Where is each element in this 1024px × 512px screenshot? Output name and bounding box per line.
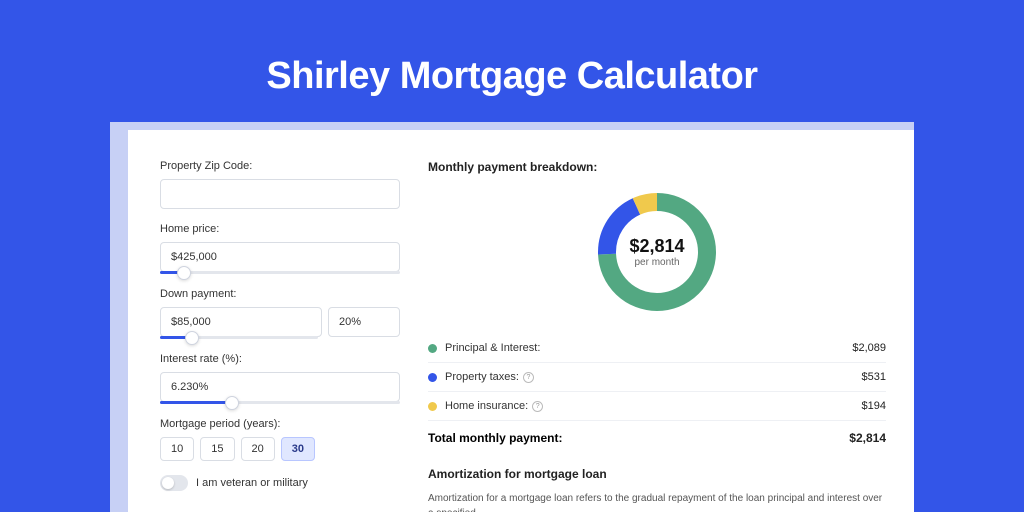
legend-list: Principal & Interest: $2,089 Property taxe… (428, 334, 886, 421)
home-price-slider[interactable] (160, 271, 400, 274)
donut-wrap: $2,814 per month (428, 188, 886, 316)
legend-row: Property taxes:? $531 (428, 363, 886, 392)
interest-label: Interest rate (%): (160, 353, 400, 365)
donut-amount: $2,814 (629, 236, 684, 257)
card-frame: Property Zip Code: Home price: Down paym… (110, 122, 914, 512)
period-option-30[interactable]: 30 (281, 437, 315, 461)
down-payment-amount-input[interactable] (160, 307, 322, 337)
breakdown-panel: Monthly payment breakdown: $2,814 per mo… (428, 160, 886, 512)
legend-label: Property taxes: (445, 371, 519, 383)
donut-sub: per month (634, 257, 679, 268)
zip-label: Property Zip Code: (160, 160, 400, 172)
form-panel: Property Zip Code: Home price: Down paym… (160, 160, 400, 512)
legend-label: Home insurance: (445, 400, 528, 412)
calculator-card: Property Zip Code: Home price: Down paym… (128, 130, 914, 512)
legend-row: Principal & Interest: $2,089 (428, 334, 886, 363)
veteran-toggle-knob (162, 477, 174, 489)
page-title: Shirley Mortgage Calculator (0, 0, 1024, 98)
legend-row: Home insurance:? $194 (428, 392, 886, 421)
legend-dot-icon (428, 373, 437, 382)
interest-input[interactable] (160, 372, 400, 402)
down-payment-label: Down payment: (160, 288, 400, 300)
zip-group: Property Zip Code: (160, 160, 400, 209)
interest-slider[interactable] (160, 401, 400, 404)
veteran-label: I am veteran or military (196, 477, 308, 489)
veteran-row: I am veteran or military (160, 475, 400, 491)
home-price-group: Home price: (160, 223, 400, 274)
interest-group: Interest rate (%): (160, 353, 400, 404)
legend-dot-icon (428, 344, 437, 353)
donut-center: $2,814 per month (593, 188, 721, 316)
down-payment-percent-input[interactable] (328, 307, 400, 337)
total-row: Total monthly payment: $2,814 (428, 421, 886, 459)
period-option-10[interactable]: 10 (160, 437, 194, 461)
home-price-input[interactable] (160, 242, 400, 272)
zip-input[interactable] (160, 179, 400, 209)
info-icon[interactable]: ? (523, 372, 534, 383)
breakdown-title: Monthly payment breakdown: (428, 160, 886, 174)
legend-value: $194 (862, 400, 886, 412)
period-option-15[interactable]: 15 (200, 437, 234, 461)
home-price-slider-thumb[interactable] (177, 266, 191, 280)
amortization-text: Amortization for a mortgage loan refers … (428, 491, 886, 512)
legend-label: Principal & Interest: (445, 342, 540, 354)
total-value: $2,814 (849, 431, 886, 445)
interest-slider-fill (160, 401, 232, 404)
down-payment-group: Down payment: (160, 288, 400, 339)
down-payment-slider[interactable] (160, 336, 318, 339)
donut-chart: $2,814 per month (593, 188, 721, 316)
legend-value: $531 (862, 371, 886, 383)
period-group: Mortgage period (years): 1015 2030 (160, 418, 400, 461)
home-price-label: Home price: (160, 223, 400, 235)
total-label: Total monthly payment: (428, 431, 562, 445)
down-payment-slider-thumb[interactable] (185, 331, 199, 345)
page-background: Shirley Mortgage Calculator Property Zip… (0, 0, 1024, 512)
period-options: 1015 2030 (160, 437, 400, 461)
legend-dot-icon (428, 402, 437, 411)
period-option-20[interactable]: 20 (241, 437, 275, 461)
amortization-title: Amortization for mortgage loan (428, 467, 886, 481)
interest-slider-thumb[interactable] (225, 396, 239, 410)
veteran-toggle[interactable] (160, 475, 188, 491)
period-label: Mortgage period (years): (160, 418, 400, 430)
legend-value: $2,089 (852, 342, 886, 354)
info-icon[interactable]: ? (532, 401, 543, 412)
